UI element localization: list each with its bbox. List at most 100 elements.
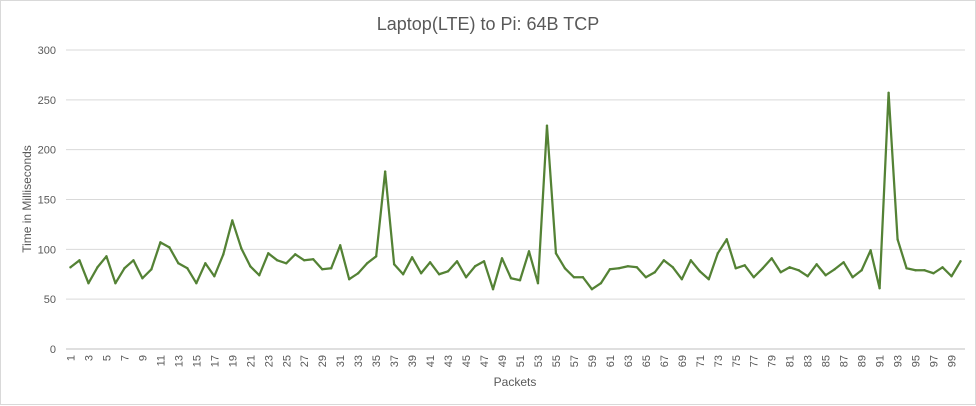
data-point xyxy=(177,262,180,265)
data-point xyxy=(590,288,594,291)
x-tick-label: 97 xyxy=(929,355,941,367)
data-point xyxy=(473,265,477,268)
data-point xyxy=(141,277,144,280)
data-point xyxy=(572,276,576,279)
data-point xyxy=(240,247,243,250)
x-tick-label: 93 xyxy=(893,355,905,367)
x-tick-label: 59 xyxy=(587,355,599,367)
x-tick-label: 45 xyxy=(461,355,473,367)
data-point xyxy=(123,267,126,270)
data-point xyxy=(491,288,495,291)
y-axis-title: Time in Milliseconds xyxy=(20,145,34,253)
y-tick-label: 150 xyxy=(38,195,56,207)
x-tick-label: 9 xyxy=(137,355,149,361)
data-point xyxy=(231,219,234,222)
data-point xyxy=(446,270,450,273)
x-tick-label: 33 xyxy=(353,355,365,367)
data-point xyxy=(338,244,342,247)
x-tick-label: 11 xyxy=(155,355,167,366)
x-tick-label: 19 xyxy=(227,355,239,367)
data-point xyxy=(644,276,648,279)
data-point xyxy=(500,257,504,260)
data-point xyxy=(285,262,288,265)
x-tick-label: 35 xyxy=(371,355,383,367)
x-tick-label: 77 xyxy=(749,355,761,367)
data-point xyxy=(518,279,522,282)
data-point xyxy=(635,266,639,269)
data-point xyxy=(96,266,99,269)
x-tick-label: 73 xyxy=(713,355,725,367)
data-point xyxy=(554,252,558,255)
data-point xyxy=(869,249,872,252)
data-point xyxy=(249,265,252,268)
data-point xyxy=(914,269,917,272)
data-point xyxy=(545,124,549,127)
data-point xyxy=(365,262,369,265)
data-point xyxy=(707,278,710,281)
data-point xyxy=(168,246,171,249)
data-point xyxy=(626,265,630,268)
data-point xyxy=(851,276,854,279)
x-tick-label: 89 xyxy=(857,355,869,367)
data-point xyxy=(536,282,540,285)
data-point xyxy=(932,272,935,275)
data-point xyxy=(186,267,189,270)
data-point xyxy=(950,275,953,278)
x-tick-label: 41 xyxy=(425,355,437,367)
x-tick-label: 13 xyxy=(173,355,185,367)
data-point xyxy=(303,259,306,262)
x-tick-label: 7 xyxy=(119,355,131,361)
x-tick-label: 95 xyxy=(911,355,923,367)
data-point xyxy=(662,259,666,262)
data-point xyxy=(69,266,72,269)
y-tick-label: 0 xyxy=(50,344,56,356)
x-tick-label: 87 xyxy=(839,355,851,367)
data-point xyxy=(860,269,863,272)
x-axis-title: Packets xyxy=(494,375,537,389)
data-point xyxy=(159,241,162,244)
data-point xyxy=(680,278,684,281)
x-tick-label: 31 xyxy=(335,355,347,367)
x-tick-label: 49 xyxy=(497,355,509,367)
data-point xyxy=(824,274,827,277)
data-point xyxy=(312,258,315,261)
data-point xyxy=(581,276,585,279)
data-point xyxy=(132,259,135,262)
x-tick-label: 81 xyxy=(785,355,797,367)
data-point xyxy=(195,282,198,285)
x-tick-label: 23 xyxy=(263,355,275,367)
chart-title: Laptop(LTE) to Pi: 64B TCP xyxy=(377,14,599,34)
data-point xyxy=(527,250,531,253)
data-point xyxy=(725,238,728,241)
data-point xyxy=(356,272,360,275)
data-point xyxy=(383,170,387,173)
data-point xyxy=(330,267,333,270)
data-point xyxy=(797,269,800,272)
series-layer xyxy=(69,91,962,291)
data-point xyxy=(608,268,612,271)
data-point xyxy=(698,270,701,273)
data-point xyxy=(267,252,270,255)
data-point xyxy=(114,282,117,285)
data-point xyxy=(815,263,818,266)
data-point xyxy=(150,268,153,271)
data-point xyxy=(743,264,746,267)
x-tick-label: 17 xyxy=(209,355,221,367)
data-point xyxy=(321,268,324,271)
x-tick-label: 37 xyxy=(389,355,401,367)
x-tick-label: 29 xyxy=(317,355,329,367)
data-point xyxy=(428,261,432,264)
y-tick-label: 200 xyxy=(38,145,56,157)
x-tick-label: 25 xyxy=(281,355,293,367)
x-tick-label: 43 xyxy=(443,355,455,367)
x-tick-label: 57 xyxy=(569,355,581,367)
data-point xyxy=(464,276,468,279)
data-point xyxy=(258,274,261,277)
data-point xyxy=(788,266,791,269)
data-point xyxy=(419,272,423,275)
x-tick-label: 15 xyxy=(191,355,203,367)
data-point xyxy=(204,262,207,265)
x-tick-label: 55 xyxy=(551,355,563,367)
data-point xyxy=(905,267,908,270)
